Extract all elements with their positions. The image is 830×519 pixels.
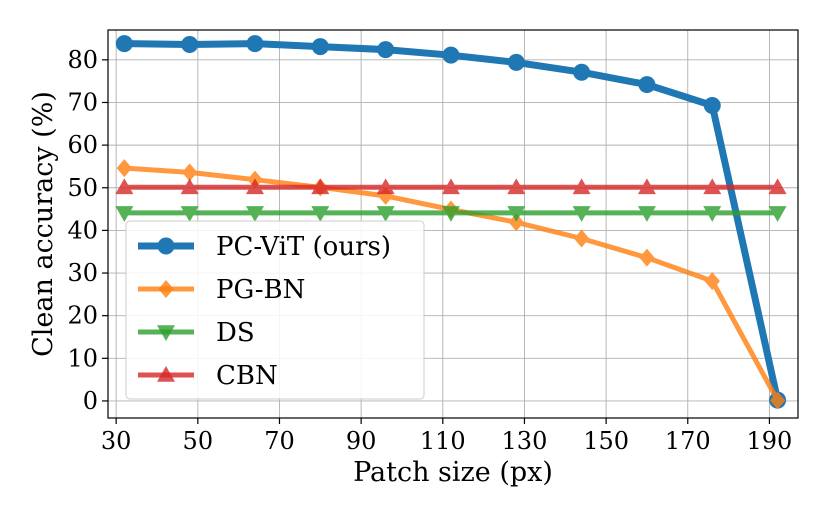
y-tick-label: 70 [67,88,98,116]
data-point [441,178,460,195]
data-point [180,178,199,195]
data-point [115,178,134,195]
data-point [573,229,590,248]
data-point [311,206,330,222]
x-tick-label: 50 [183,427,214,455]
data-point [572,178,591,195]
x-tick-label: 190 [747,427,793,455]
legend-marker [158,280,174,298]
data-point [245,206,264,222]
legend-label: PC-ViT (ours) [216,232,391,262]
legend-entry: PG-BN [138,275,305,305]
legend-label: CBN [216,361,278,391]
legend-entry: DS [138,318,255,348]
data-point [704,272,720,291]
data-point [769,391,786,410]
data-point [246,35,264,53]
y-tick-label: 10 [67,344,98,372]
series-layer [115,35,787,410]
x-axis-label: Patch size (px) [353,457,553,488]
y-tick-label: 40 [67,216,98,244]
x-tick-label: 170 [665,427,711,455]
data-point [376,206,395,222]
data-point [182,163,198,182]
data-point [573,63,591,81]
legend-marker [157,366,175,382]
x-tick-label: 150 [583,427,629,455]
y-tick-label: 20 [67,302,98,330]
x-tick-label: 30 [101,427,132,455]
data-point [703,178,722,195]
legend-marker [157,325,175,341]
y-tick-label: 80 [67,46,98,74]
data-point [508,213,524,232]
data-point [637,206,656,222]
data-point [180,206,199,222]
x-tick-label: 110 [420,427,466,455]
legend-marker [157,237,175,255]
plot-frame [107,29,799,419]
y-tick-label: 60 [67,131,98,159]
legend: PC-ViT (ours) PG-BN DS CBN [125,220,425,400]
data-point [507,206,526,222]
data-point [572,206,591,222]
y-axis-label: Clean accuracy (%) [28,91,59,357]
data-point [441,206,460,222]
y-tick-label: 50 [67,174,98,202]
data-point [116,159,132,178]
y-tick-label: 30 [67,259,98,287]
ticks: 30 50 70 90 110 130 150 170 190 0 10 20 30 40 50 60 70 80 [67,46,792,455]
x-tick-label: 130 [502,427,548,455]
series-ds [115,206,787,222]
data-point [311,38,329,56]
legend-label: DS [216,318,255,348]
data-point [181,35,199,53]
data-point [639,248,655,267]
data-point [311,178,330,195]
data-point [637,178,656,195]
data-point [768,206,787,222]
data-point [507,178,526,195]
y-tick-label: 0 [83,387,98,415]
data-point [442,46,460,64]
legend-entry: CBN [138,361,278,391]
data-point [507,53,525,71]
data-point [768,178,787,195]
legend-entry: PC-ViT (ours) [138,232,391,262]
data-point [377,41,395,59]
data-point [115,206,134,222]
x-tick-label: 90 [346,427,377,455]
data-point [245,178,264,195]
legend-box [125,220,425,400]
data-point [115,35,133,53]
x-tick-label: 70 [264,427,295,455]
data-point [703,96,721,114]
data-point [376,178,395,195]
legend-label: PG-BN [216,275,305,305]
data-point [703,206,722,222]
data-point [638,76,656,94]
series-cbn [115,178,787,195]
